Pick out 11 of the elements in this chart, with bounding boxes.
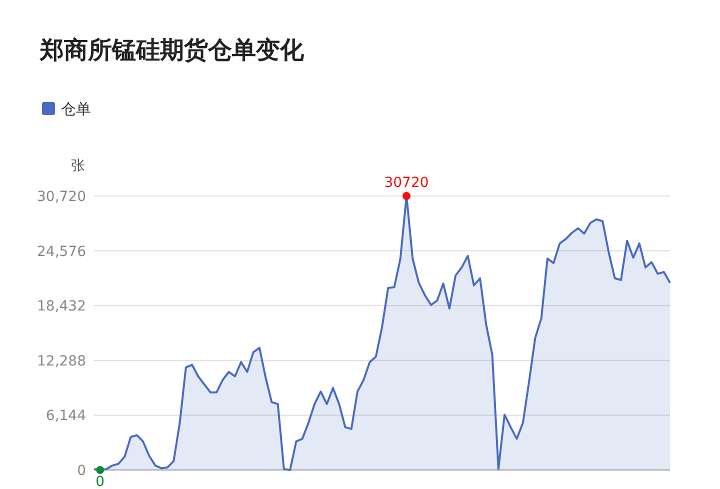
y-tick-label: 18,432 [37,298,86,315]
legend-label: 仓单 [61,100,91,118]
y-tick-label: 6,144 [46,408,86,424]
chart-title: 郑商所锰硅期货仓单变化 [39,36,305,64]
annotation: 30720 [384,175,429,191]
y-axis-title: 张 [71,158,85,174]
y-tick-label: 12,288 [37,353,86,370]
y-tick-label: 24,576 [37,244,86,260]
y-tick-label: 0 [77,463,86,479]
y-tick-label: 30,720 [37,189,86,205]
annotation: 0 [96,474,105,489]
